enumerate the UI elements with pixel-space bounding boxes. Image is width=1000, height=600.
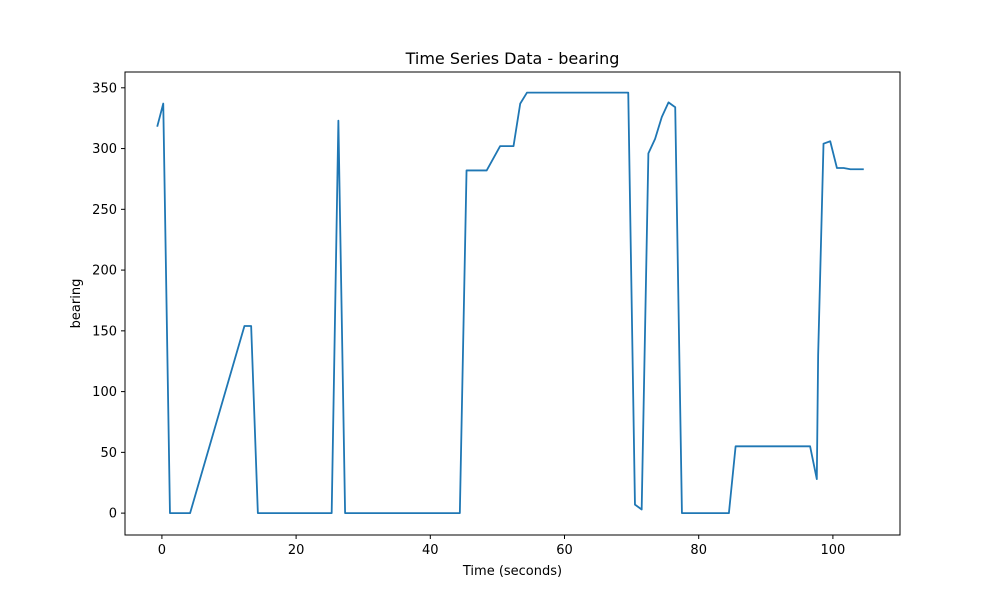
chart-title: Time Series Data - bearing: [405, 49, 620, 68]
x-tick-label: 20: [288, 543, 305, 558]
x-tick-label: 60: [556, 543, 573, 558]
y-tick-label: 150: [92, 324, 117, 339]
series-layer: [156, 91, 864, 515]
x-axis-ticks: 0 20 40 60 80 100: [158, 535, 845, 558]
x-axis-label: Time (seconds): [462, 564, 562, 579]
series-line: [156, 91, 864, 515]
x-tick-label: 80: [690, 543, 707, 558]
plot-area-frame: [124, 71, 901, 536]
y-tick-label: 50: [100, 446, 117, 461]
y-tick-label: 250: [92, 203, 117, 218]
y-axis-ticks: 0 50 100 150 200 250 300 350: [92, 81, 125, 522]
y-tick-label: 200: [92, 264, 117, 279]
y-tick-label: 350: [92, 81, 117, 96]
y-tick-label: 100: [92, 385, 117, 400]
x-tick-label: 0: [158, 543, 166, 558]
y-tick-label: 300: [92, 142, 117, 157]
y-axis-label: bearing: [69, 279, 84, 329]
x-tick-label: 40: [422, 543, 439, 558]
x-tick-label: 100: [820, 543, 845, 558]
y-tick-label: 0: [109, 507, 117, 522]
